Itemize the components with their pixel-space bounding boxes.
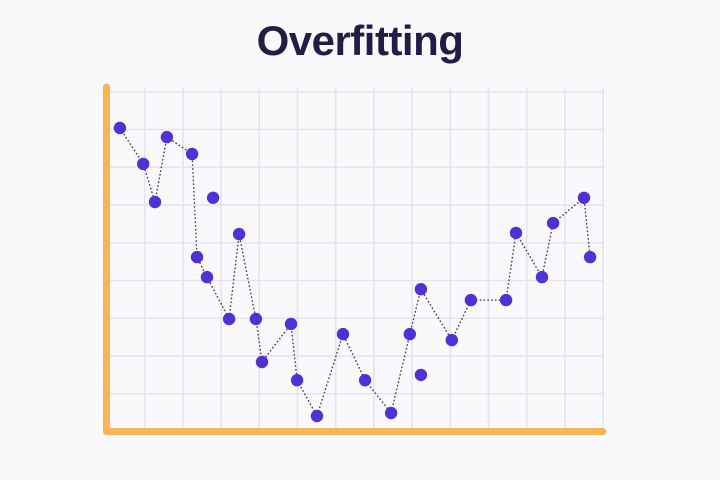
data-point — [358, 374, 372, 387]
series-points — [113, 121, 597, 423]
data-point — [546, 216, 560, 230]
outlier-point — [414, 368, 428, 382]
data-point — [249, 312, 263, 326]
grid-lines — [106, 88, 604, 430]
data-point — [284, 317, 298, 331]
series-dotted-line — [119, 127, 591, 418]
data-point — [384, 406, 398, 420]
data-point — [509, 226, 523, 240]
data-point — [232, 227, 246, 241]
data-point — [190, 250, 204, 264]
data-point — [185, 147, 199, 161]
data-point — [310, 409, 324, 423]
data-point — [160, 130, 174, 144]
data-point — [200, 270, 214, 284]
data-point — [148, 195, 162, 209]
chart-title: Overfitting — [256, 17, 464, 64]
data-point — [255, 355, 269, 369]
outlier-points — [206, 191, 428, 382]
data-point — [577, 191, 591, 204]
data-point — [113, 121, 127, 135]
axes — [103, 83, 607, 435]
data-point — [414, 283, 428, 296]
data-point — [336, 327, 350, 341]
data-point — [445, 333, 458, 347]
data-point — [464, 293, 478, 307]
data-point — [403, 327, 416, 341]
data-point — [499, 293, 513, 307]
data-point — [290, 374, 304, 387]
data-point — [137, 157, 150, 171]
data-point — [535, 270, 549, 284]
data-point — [583, 250, 597, 264]
data-point — [222, 312, 236, 326]
outlier-point — [206, 191, 220, 204]
